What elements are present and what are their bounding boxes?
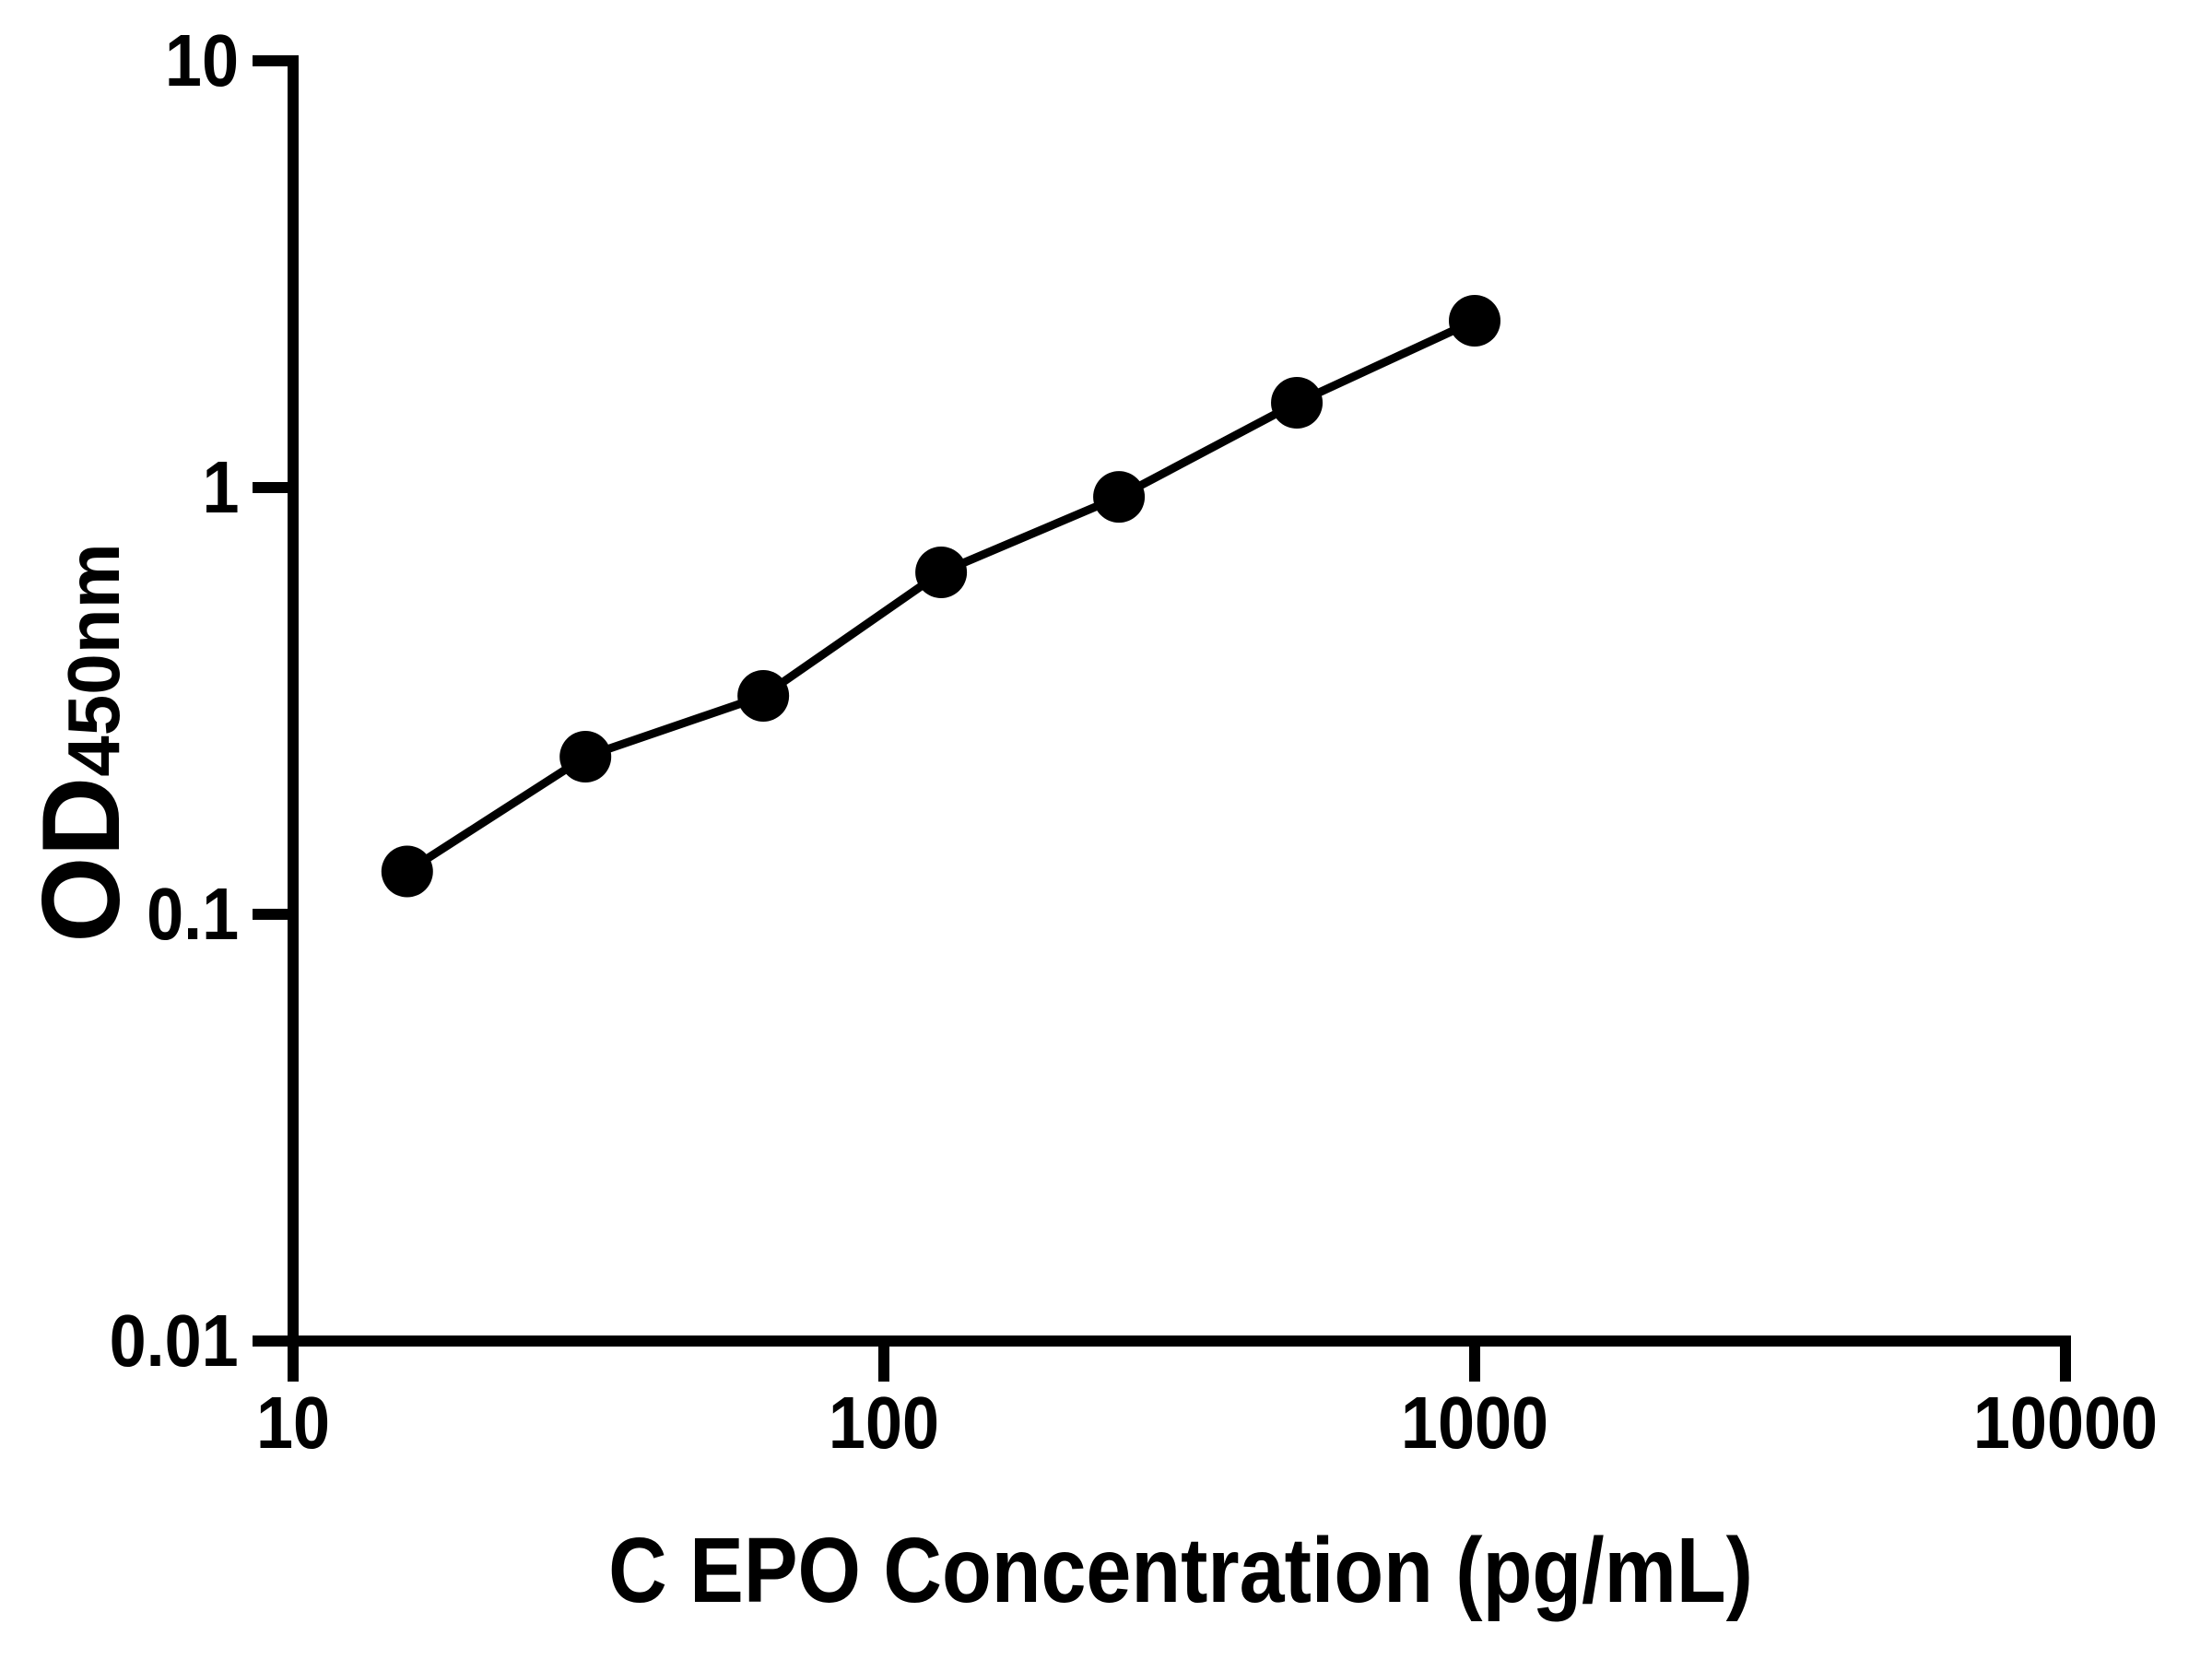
x-axis-title: C EPO Concentration (pg/mL): [608, 1519, 1753, 1622]
data-point-marker: [1093, 471, 1146, 524]
y-tick-label: 0.1: [146, 873, 239, 955]
y-tick-label: 10: [164, 19, 239, 101]
y-tick-label: 0.01: [109, 1300, 239, 1382]
y-axis-title: OD450nm: [19, 543, 143, 942]
data-point-marker: [915, 546, 968, 598]
axis-spine: [288, 55, 2071, 1347]
data-point-marker: [559, 731, 612, 783]
x-tick-label: 100: [828, 1382, 940, 1464]
data-point-marker: [1271, 377, 1324, 429]
x-tick-label: 10: [255, 1382, 331, 1464]
y-tick-label: 1: [201, 446, 239, 528]
data-point-marker: [1449, 294, 1500, 347]
data-point-marker: [737, 669, 790, 722]
x-tick-label: 10000: [1972, 1382, 2159, 1464]
y-axis-title-sub: 450nm: [53, 543, 135, 777]
data-point-marker: [381, 845, 433, 898]
x-tick-label: 1000: [1400, 1382, 1549, 1464]
y-axis-title-main: OD: [19, 776, 143, 943]
